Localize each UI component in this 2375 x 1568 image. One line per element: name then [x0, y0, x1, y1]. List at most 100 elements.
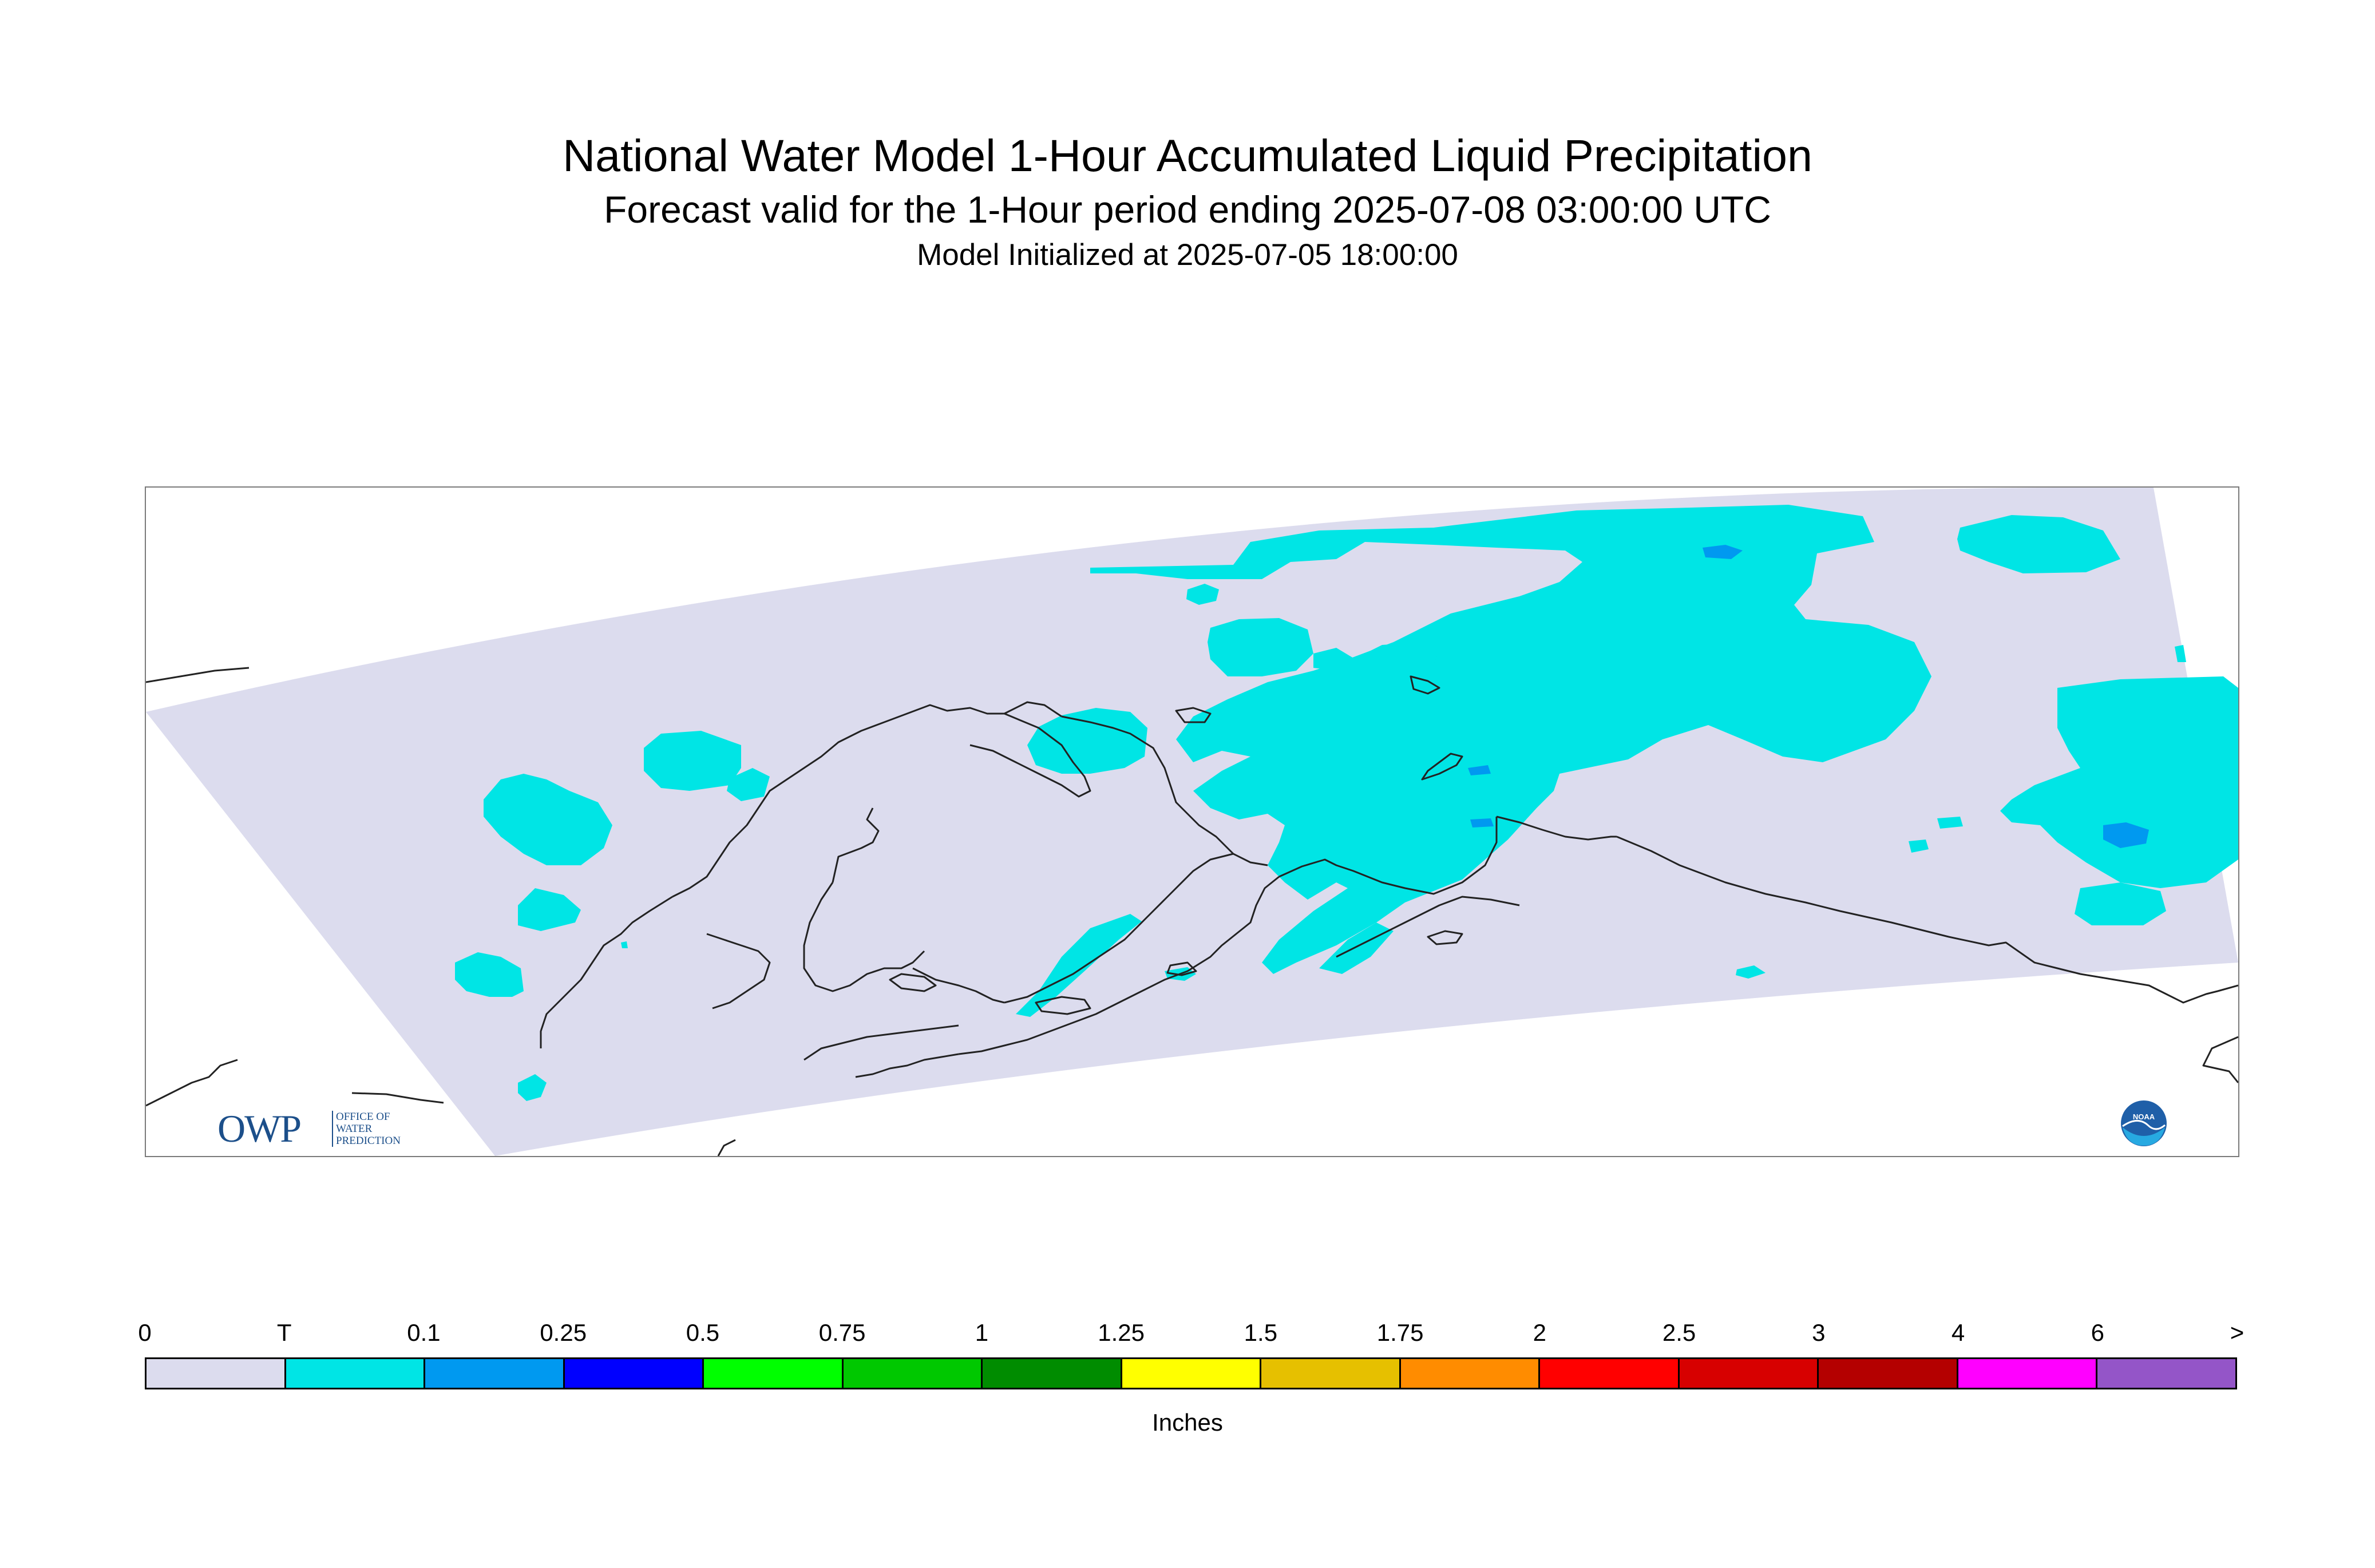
- legend-tick-label: 1.75: [1376, 1319, 1424, 1346]
- owp-logo: OWP OFFICE OF WATER PREDICTION: [217, 1108, 423, 1149]
- legend-tick-label: 0.5: [686, 1319, 720, 1346]
- legend-swatch: [1679, 1359, 1819, 1388]
- precip-blob: [1319, 922, 1394, 974]
- coastline: [351, 1092, 444, 1104]
- model-domain: [146, 488, 2238, 1156]
- coastline: [832, 807, 880, 883]
- legend-tick-label: 0: [138, 1319, 152, 1346]
- legend-tick-label: 2: [1533, 1319, 1547, 1346]
- legend-swatch: [1540, 1359, 1680, 1388]
- coastline: [1616, 836, 2238, 1004]
- coastline: [2202, 1036, 2238, 1083]
- precip-blob: [518, 1074, 547, 1101]
- legend-tick-label: 0.1: [407, 1319, 441, 1346]
- coastline: [889, 973, 937, 992]
- coastline: [706, 933, 771, 1009]
- coastline: [803, 1024, 959, 1061]
- legend-tick-label: 4: [1951, 1319, 1965, 1346]
- coastline: [1427, 930, 1463, 945]
- coastline: [803, 882, 925, 992]
- precip-blob: [644, 731, 741, 791]
- precip-blob: [1957, 515, 2120, 573]
- legend-swatch: [1122, 1359, 1262, 1388]
- precip-blob: [621, 941, 628, 948]
- legend-swatch: [1261, 1359, 1401, 1388]
- precip-cell: [1470, 818, 1494, 827]
- coastline: [1004, 853, 1234, 1004]
- coastline: [717, 1139, 736, 1156]
- coastline: [1336, 896, 1520, 958]
- legend-swatch: [286, 1359, 426, 1388]
- legend-labels: 0 T 0.1 0.25 0.5 0.75 1 1.25 1.5 1.75 2 2.5 3 4 6 >: [0, 1319, 2375, 1353]
- precip-blob: [2000, 676, 2238, 888]
- precip-cell: [1468, 765, 1491, 775]
- noaa-logo: NOAA: [2121, 1100, 2167, 1146]
- legend-colorbar: [145, 1357, 2237, 1389]
- coastlines: [146, 667, 2238, 1156]
- precip-blob: [1186, 584, 1219, 605]
- coastline: [1496, 815, 1617, 841]
- map-subtitle: Forecast valid for the 1-Hour period end…: [604, 188, 1771, 231]
- legend-swatch: [564, 1359, 704, 1388]
- legend-tick-label: 0.75: [818, 1319, 866, 1346]
- precip-blob: [2075, 882, 2166, 925]
- coastline: [1035, 996, 1091, 1015]
- coastline: [1175, 707, 1212, 723]
- precip-areas-trace: [455, 505, 2238, 1101]
- coastline: [146, 667, 250, 683]
- precip-blob: [1313, 648, 1353, 671]
- coastline: [1061, 715, 1268, 866]
- legend-swatch: [425, 1359, 565, 1388]
- legend-swatch: [1819, 1359, 1958, 1388]
- legend-tick-label: 2.5: [1662, 1319, 1696, 1346]
- coastline: [146, 1059, 238, 1107]
- legend-tick-label: 3: [1812, 1319, 1826, 1346]
- coastline: [1166, 961, 1197, 976]
- noaa-logo-text: NOAA: [2133, 1112, 2155, 1121]
- precip-map: [146, 488, 2238, 1156]
- legend-swatch: [1958, 1359, 2098, 1388]
- precip-blob: [455, 952, 524, 997]
- legend-tick-label: 1.25: [1098, 1319, 1145, 1346]
- legend-tick-label: 0.25: [540, 1319, 587, 1346]
- precip-blob: [1356, 642, 1439, 675]
- owp-logo-subtext: OFFICE OF WATER PREDICTION: [332, 1111, 422, 1147]
- legend-swatch: [2097, 1359, 2235, 1388]
- legend-swatch: [843, 1359, 983, 1388]
- precip-blob: [1208, 618, 1313, 676]
- precip-cell: [1703, 545, 1743, 559]
- legend-swatch: [704, 1359, 844, 1388]
- precip-blob: [518, 888, 581, 931]
- precip-blob: [484, 774, 612, 865]
- legend-tick-label: >: [2230, 1319, 2245, 1346]
- coastline: [540, 896, 673, 1048]
- coastline: [672, 701, 1062, 898]
- owp-logo-text: OWP: [217, 1107, 302, 1150]
- coastline: [969, 712, 1091, 798]
- legend-tick-label: T: [276, 1319, 292, 1346]
- model-init-label: Model Initialized at 2025-07-05 18:00:00: [917, 238, 1458, 272]
- precip-cell: [2103, 822, 2149, 848]
- precip-blob: [1736, 965, 1766, 979]
- coastline: [1421, 753, 1463, 781]
- precip-blob: [1090, 505, 1931, 974]
- precip-blob: [727, 768, 770, 801]
- coastline: [855, 1053, 959, 1078]
- legend-tick-label: 6: [2091, 1319, 2104, 1346]
- legend-swatch: [1400, 1359, 1541, 1388]
- precip-blob: [1909, 840, 1929, 853]
- coastline: [1278, 817, 1498, 895]
- precip-areas-0-1: [1468, 545, 2149, 848]
- map-panel[interactable]: OWP OFFICE OF WATER PREDICTION NOAA: [145, 486, 2239, 1157]
- legend-tick-label: 1.5: [1244, 1319, 1278, 1346]
- precip-blob: [1016, 914, 1142, 1017]
- legend-tick-label: 1: [975, 1319, 989, 1346]
- precip-blob: [2175, 645, 2186, 662]
- legend-unit-label: Inches: [1152, 1409, 1223, 1436]
- map-title: National Water Model 1-Hour Accumulated …: [563, 130, 1812, 181]
- legend-swatch: [983, 1359, 1122, 1388]
- precip-blob: [1937, 817, 1963, 829]
- coastline: [1410, 675, 1440, 695]
- coastline: [912, 967, 1005, 1004]
- precip-blob: [1027, 708, 1147, 774]
